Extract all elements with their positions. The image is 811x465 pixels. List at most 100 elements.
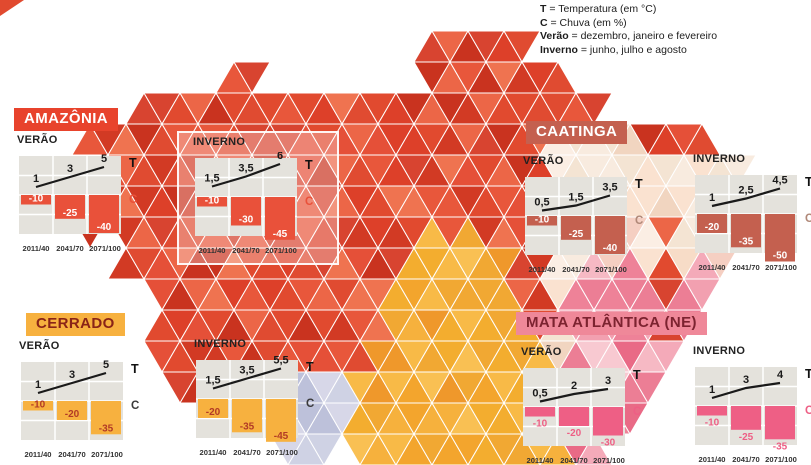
chart-svg: -10 -20 -30 0,5 2 3 T C 2011/40 2041/70 2071/100 bbox=[523, 368, 641, 465]
t-axis-label: T bbox=[129, 156, 137, 170]
rain-value: -35 bbox=[773, 441, 788, 452]
temp-value: 6 bbox=[277, 152, 283, 162]
chart-mata-atlantica-ne-verao: VERÃO -10 -20 -30 0,5 2 3 T C 2011/40 2041/70 2071/… bbox=[521, 346, 671, 465]
tick-label: 2071/100 bbox=[265, 246, 297, 255]
temp-value: 5,5 bbox=[273, 355, 288, 367]
tick-label: 2011/40 bbox=[199, 448, 226, 457]
rain-value: -10 bbox=[535, 215, 550, 226]
rain-bar bbox=[55, 195, 85, 219]
season-label: VERÃO bbox=[521, 346, 562, 358]
season-label: VERÃO bbox=[19, 340, 60, 352]
legend-line-summer: Verão = dezembro, janeiro e fevereiro bbox=[540, 30, 718, 42]
temp-value: 3,5 bbox=[602, 182, 617, 194]
temp-value: 1 bbox=[35, 379, 41, 391]
temperature-line bbox=[711, 187, 781, 208]
c-axis-label: C bbox=[129, 194, 137, 206]
temp-value: 3 bbox=[743, 374, 749, 386]
rain-bar bbox=[593, 407, 623, 436]
region-label-caatinga: CAATINGA bbox=[526, 121, 628, 144]
t-axis-label: T bbox=[635, 177, 643, 191]
rain-bar bbox=[198, 399, 228, 418]
rain-value: -35 bbox=[240, 421, 255, 432]
rain-value: -10 bbox=[705, 418, 720, 429]
tick-label: 2071/100 bbox=[89, 244, 121, 253]
rain-bar bbox=[765, 406, 795, 440]
rain-bar bbox=[232, 399, 262, 433]
season-label: INVERNO bbox=[693, 153, 746, 165]
c-axis-label: C bbox=[633, 406, 641, 418]
rain-value: -30 bbox=[239, 215, 254, 226]
rain-value: -30 bbox=[601, 438, 616, 449]
rain-value: -25 bbox=[569, 229, 584, 240]
temp-value: 3 bbox=[605, 375, 611, 387]
rain-bar bbox=[561, 216, 591, 240]
chart-amazonia-inverno: INVERNO -10 -30 -45 1,5 3,5 6 T C 2011/40 2041/70 2… bbox=[193, 136, 343, 271]
temp-value: 3 bbox=[67, 163, 73, 175]
chart-cerrado-inverno: INVERNO -20 -35 -45 1,5 3,5 5,5 T C 2011/40 2041/7… bbox=[194, 338, 344, 465]
rain-bar bbox=[21, 195, 51, 205]
legend-line-winter: Inverno = junho, julho e agosto bbox=[540, 43, 687, 56]
rain-value: -20 bbox=[705, 222, 720, 233]
mosaic-triangle bbox=[683, 278, 721, 311]
rain-bar bbox=[197, 197, 227, 207]
rain-value: -20 bbox=[65, 409, 80, 420]
rain-value: -10 bbox=[533, 419, 548, 430]
temperature-line bbox=[211, 162, 281, 188]
mosaic-triangle bbox=[503, 30, 541, 63]
rain-value: -25 bbox=[739, 432, 754, 443]
tick-label: 2041/70 bbox=[560, 456, 587, 465]
temp-value: 1,5 bbox=[204, 173, 219, 185]
tick-label: 2011/40 bbox=[22, 244, 49, 253]
rain-value: -20 bbox=[567, 428, 582, 439]
mosaic-triangle bbox=[575, 433, 613, 465]
tick-label: 2071/100 bbox=[266, 448, 298, 457]
corner-triangle bbox=[0, 0, 24, 16]
season-label: VERÃO bbox=[17, 134, 58, 146]
chart-svg: -10 -25 -40 1 3 5 T C 2011/40 2041/70 2071/100 bbox=[19, 153, 137, 253]
season-label: VERÃO bbox=[523, 155, 564, 167]
rain-bar bbox=[265, 197, 295, 240]
rain-bar bbox=[731, 406, 761, 430]
t-axis-label: T bbox=[633, 368, 641, 382]
temp-value: 5 bbox=[103, 359, 109, 371]
temp-value: 3,5 bbox=[238, 163, 253, 175]
season-label: INVERNO bbox=[194, 338, 247, 350]
tick-label: 2011/40 bbox=[526, 456, 553, 465]
temp-value: 0,5 bbox=[534, 197, 549, 209]
c-axis-label: C bbox=[306, 398, 314, 410]
chart-svg: -10 -30 -45 1,5 3,5 6 T C 2011/40 2041/70 2071/100 bbox=[195, 150, 313, 255]
tick-label: 2041/70 bbox=[732, 263, 759, 272]
rain-bar bbox=[231, 197, 261, 226]
rain-bar bbox=[595, 216, 625, 254]
tick-label: 2071/100 bbox=[595, 265, 627, 274]
tick-label: 2041/70 bbox=[562, 265, 589, 274]
region-label-cerrado: CERRADO bbox=[26, 313, 125, 336]
season-label: INVERNO bbox=[693, 345, 746, 357]
temp-value: 1 bbox=[33, 173, 39, 185]
legend-line-rain: C = Chuva (em %) bbox=[540, 16, 627, 29]
rain-value: -25 bbox=[63, 208, 78, 219]
c-axis-label: C bbox=[635, 215, 643, 227]
temp-value: 4,5 bbox=[772, 175, 787, 187]
c-axis-label: C bbox=[805, 405, 811, 417]
rain-value: -40 bbox=[603, 243, 618, 254]
rain-bar bbox=[731, 214, 761, 248]
temp-value: 2 bbox=[571, 380, 577, 392]
mosaic-triangle bbox=[575, 92, 613, 125]
t-axis-label: T bbox=[805, 367, 811, 381]
rain-value: -10 bbox=[29, 194, 44, 205]
c-axis-label: C bbox=[305, 196, 313, 208]
tick-label: 2041/70 bbox=[732, 455, 759, 464]
rain-value: -45 bbox=[273, 229, 288, 240]
temperature-line bbox=[711, 381, 781, 400]
rain-bar bbox=[527, 216, 557, 226]
mosaic-triangle bbox=[719, 154, 757, 187]
temperature-line bbox=[35, 165, 105, 189]
c-axis-label: C bbox=[131, 400, 139, 412]
t-axis-label: T bbox=[131, 362, 139, 376]
chart-cerrado-verao: VERÃO -10 -20 -35 1 3 5 T C 2011/40 2041/70 2071/10… bbox=[19, 340, 169, 465]
tick-label: 2011/40 bbox=[698, 263, 725, 272]
mosaic-triangle bbox=[629, 371, 667, 404]
temp-value: 4 bbox=[777, 369, 784, 381]
tick-label: 2041/70 bbox=[56, 244, 83, 253]
